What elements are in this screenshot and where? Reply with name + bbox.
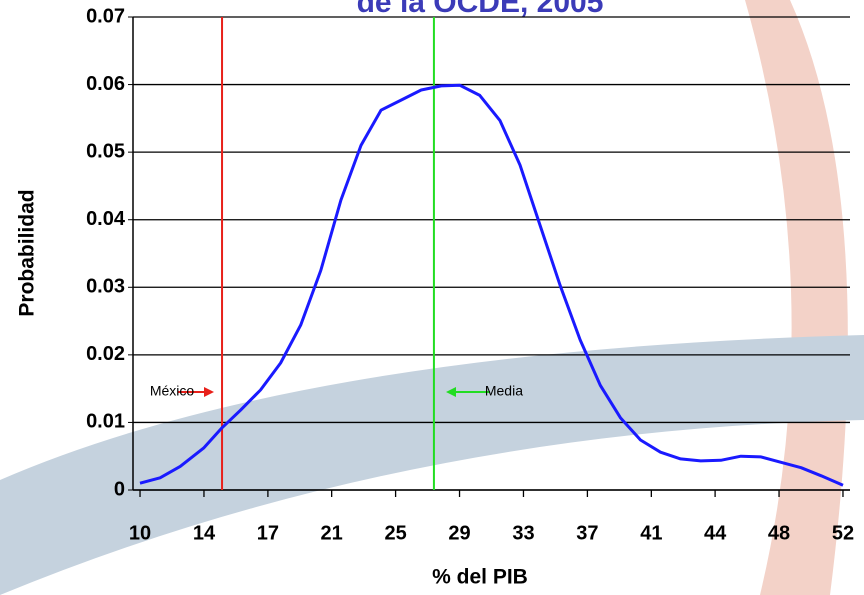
x-tick-label: 52	[832, 522, 854, 544]
x-tick-label: 21	[321, 522, 343, 544]
annotation-arrows	[178, 387, 490, 397]
x-tick-label: 48	[768, 522, 790, 544]
y-tick-label: 0.04	[86, 208, 126, 230]
x-tick-label: 44	[704, 522, 727, 544]
x-tick-label: 17	[257, 522, 279, 544]
y-axis-label: Probabilidad	[16, 189, 39, 316]
x-tick-label: 10	[129, 522, 151, 544]
y-tick-label: 0.07	[86, 5, 125, 27]
y-tick-label: 0.03	[86, 276, 125, 298]
x-tick-label: 41	[640, 522, 662, 544]
y-tick-label: 0.01	[86, 411, 125, 433]
y-tick-label: 0.06	[86, 73, 125, 95]
y-tick-label: 0.02	[86, 343, 125, 365]
x-tick-label: 29	[448, 522, 470, 544]
annotation: México	[150, 383, 195, 399]
x-tick-label: 25	[384, 522, 406, 544]
data-line	[139, 83, 844, 487]
chart-title: de la OCDE, 2005	[357, 0, 604, 19]
x-tick-label: 33	[512, 522, 534, 544]
x-axis-label: % del PIB	[432, 566, 528, 589]
y-tick-label: 0	[114, 478, 125, 500]
x-tick-label: 14	[193, 522, 216, 544]
annotation: Media	[485, 383, 523, 399]
x-tick-label: 37	[576, 522, 598, 544]
y-tick-label: 0.05	[86, 140, 125, 162]
